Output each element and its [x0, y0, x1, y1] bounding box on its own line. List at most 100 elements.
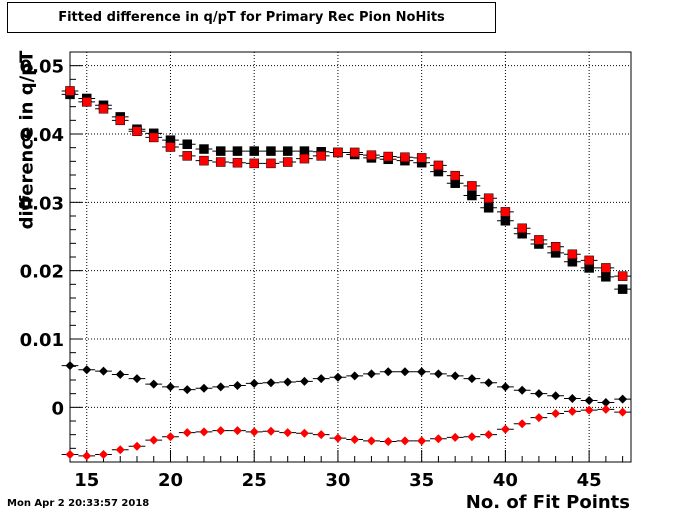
square-marker — [98, 103, 109, 114]
diamond-marker — [567, 406, 577, 416]
square-marker — [249, 146, 259, 156]
square-marker — [500, 216, 511, 226]
square-marker — [467, 181, 477, 191]
square-marker — [232, 157, 243, 168]
diamond-marker — [366, 436, 376, 446]
x-tick-label: 35 — [409, 470, 434, 491]
diamond-marker — [216, 426, 226, 436]
diamond-marker — [232, 426, 242, 436]
square-marker — [617, 284, 628, 294]
square-marker — [500, 207, 511, 217]
square-marker — [65, 86, 75, 96]
diamond-marker — [149, 379, 159, 389]
diamond-marker — [383, 367, 393, 377]
diamond-marker — [467, 432, 477, 442]
diamond-marker — [601, 398, 611, 408]
square-marker — [182, 151, 192, 161]
diamond-marker — [417, 436, 427, 446]
square-marker — [249, 158, 259, 169]
diamond-marker — [584, 405, 594, 415]
axis-ticks — [69, 65, 624, 463]
diamond-marker — [484, 378, 494, 388]
square-marker — [349, 147, 360, 158]
square-marker — [567, 249, 578, 260]
square-marker — [333, 147, 343, 158]
diamond-marker — [266, 426, 276, 436]
diamond-marker — [182, 428, 192, 438]
square-marker — [299, 153, 310, 164]
diamond-marker — [450, 432, 460, 442]
diamond-marker — [283, 428, 293, 438]
diamond-marker — [199, 427, 209, 437]
square-marker — [199, 144, 209, 154]
y-axis-label: difference in q/pT — [16, 50, 38, 230]
square-marker — [282, 157, 293, 167]
diamond-marker — [149, 435, 159, 445]
y-tick-label: 0.01 — [20, 330, 64, 351]
diamond-marker — [551, 408, 561, 418]
x-tick-label: 15 — [74, 470, 99, 491]
square-marker — [450, 170, 460, 181]
square-marker — [400, 152, 410, 162]
square-marker — [266, 146, 276, 156]
square-marker — [584, 255, 594, 266]
square-marker — [132, 126, 142, 137]
data-markers — [61, 86, 631, 461]
diamond-marker — [115, 445, 125, 455]
diamond-marker — [366, 369, 376, 379]
tick-labels: 15 20 25 30 35 40 45 0 0.01 0.02 0.03 0.04 0.05 — [20, 57, 602, 491]
y-tick-label: 0.02 — [20, 262, 64, 283]
square-marker — [617, 271, 628, 281]
diamond-marker — [551, 391, 561, 401]
diamond-marker — [82, 365, 92, 375]
square-marker — [383, 151, 393, 162]
diamond-marker — [417, 367, 427, 377]
diamond-marker — [316, 430, 326, 440]
x-tick-label: 20 — [158, 470, 183, 491]
diamond-marker — [517, 419, 527, 429]
diamond-marker — [132, 441, 142, 451]
square-marker — [316, 151, 326, 161]
square-marker — [534, 235, 544, 245]
diamond-marker — [433, 369, 443, 379]
diamond-marker — [82, 451, 92, 461]
diamond-marker — [584, 396, 594, 405]
diamond-marker — [98, 366, 108, 376]
square-marker — [366, 150, 377, 160]
diamond-marker — [132, 374, 142, 384]
diamond-marker — [232, 380, 242, 390]
diamond-marker — [249, 427, 259, 437]
diamond-marker — [333, 433, 343, 443]
square-marker — [165, 142, 176, 152]
square-marker — [215, 146, 226, 156]
x-tick-label: 40 — [493, 470, 518, 491]
diamond-marker — [601, 404, 611, 414]
x-tick-label: 30 — [325, 470, 350, 491]
diamond-marker — [400, 436, 410, 446]
y-tick-label: 0 — [51, 398, 64, 419]
square-marker — [115, 115, 125, 126]
diamond-marker — [618, 407, 628, 417]
diamond-marker — [500, 424, 510, 434]
grid-lines — [70, 52, 631, 462]
square-marker — [433, 160, 444, 171]
diamond-marker — [316, 374, 326, 384]
diamond-marker — [299, 428, 309, 438]
plot-frame — [69, 51, 632, 463]
chart-title: Fitted difference in q/pT for Primary Re… — [58, 10, 445, 25]
diamond-marker — [266, 378, 276, 388]
diamond-marker — [450, 371, 460, 381]
diamond-marker — [182, 385, 192, 395]
square-marker — [182, 139, 192, 149]
square-marker — [416, 153, 427, 163]
diamond-marker — [534, 413, 544, 423]
square-marker — [550, 242, 561, 252]
diamond-marker — [350, 434, 360, 444]
title-box: Fitted difference in q/pT for Primary Re… — [7, 2, 496, 33]
y-tick-label: 0.03 — [20, 193, 64, 214]
square-marker — [199, 155, 209, 166]
diamond-marker — [216, 382, 226, 392]
diamond-marker — [199, 383, 209, 393]
x-axis-label: No. of Fit Points — [465, 492, 630, 513]
